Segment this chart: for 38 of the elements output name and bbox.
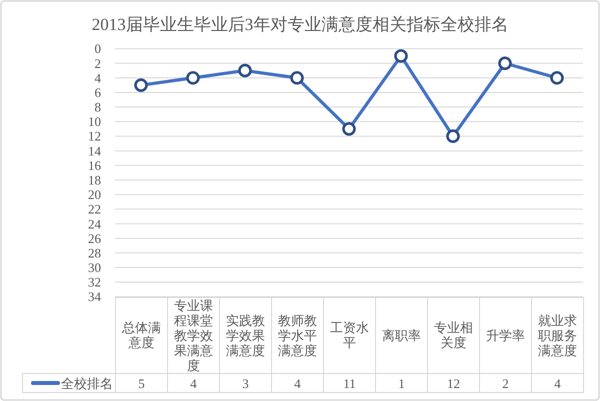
y-tick-label: 18 [88,172,101,188]
x-tick-label: 实践教学效果满意度 [219,296,272,374]
x-tick-label: 就业求职服务满意度 [531,296,584,374]
y-tick-label: 26 [88,230,102,246]
data-label: 3 [219,373,272,393]
data-label: 4 [167,373,220,393]
x-tick-label: 教师教学水平满意度 [271,296,324,374]
y-tick-label: 12 [88,128,101,144]
y-tick-label: 4 [94,70,102,86]
data-label: 1 [375,373,428,393]
x-tick-label: 专业课程课堂教学效果满意度 [167,296,220,374]
data-label: 5 [115,373,168,393]
y-tick-label: 20 [88,187,101,202]
y-tick-label: 28 [88,245,101,260]
data-label: 4 [271,373,324,393]
data-label: 2 [479,373,532,393]
y-tick-label: 30 [88,260,101,276]
data-label: 11 [323,373,376,393]
y-tick-label: 24 [88,216,102,232]
legend-label: 全校排名 [61,376,113,390]
data-label: 4 [531,373,584,393]
x-tick-label: 专业相关度 [427,296,480,374]
chart-title: 2013届毕业生毕业后3年对专业满意度相关指标全校排名 [92,15,508,34]
x-tick-label: 离职率 [375,296,428,374]
y-tick-label: 6 [94,84,102,100]
y-tick-label: 14 [88,143,102,158]
y-tick-label: 10 [88,114,101,130]
x-tick-label: 总体满意度 [115,296,168,374]
y-tick-label: 32 [88,274,101,290]
y-tick-label: 16 [88,158,102,173]
x-tick-label: 升学率 [479,296,532,374]
y-tick-label: 22 [88,202,101,217]
y-tick-label: 0 [94,41,101,56]
data-label: 12 [427,373,480,393]
y-tick-label: 34 [88,289,102,304]
y-tick-label: 8 [94,100,101,115]
y-tick-label: 2 [94,56,101,71]
x-tick-label: 工资水平 [323,296,376,374]
